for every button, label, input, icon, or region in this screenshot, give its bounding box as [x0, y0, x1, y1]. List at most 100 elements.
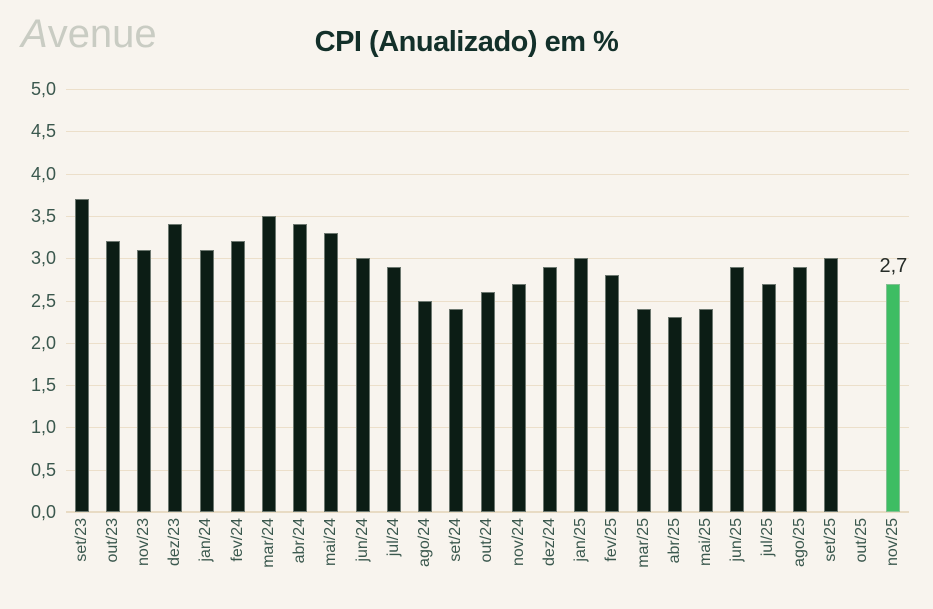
x-tick-slot: ago/24	[409, 518, 440, 604]
x-tick-slot: mar/25	[628, 518, 659, 604]
bar	[542, 266, 557, 512]
bar	[355, 258, 370, 512]
y-tick-label: 1,5	[30, 375, 56, 396]
y-axis: 0,0 0,5 1,0 1,5 2,0 2,5 3,0 3,5 4,0 4,5 5,0	[0, 80, 56, 521]
gridline	[66, 215, 909, 217]
logo-rest: venue	[47, 12, 157, 56]
x-tick-label: out/23	[103, 518, 121, 563]
x-tick-slot: dez/23	[160, 518, 191, 604]
x-tick-slot: fev/24	[222, 518, 253, 604]
x-tick-label: dez/24	[540, 518, 558, 567]
x-tick-label: mai/24	[322, 518, 340, 567]
x-tick-label: jul/24	[384, 518, 402, 557]
x-tick-label: mai/25	[697, 518, 715, 567]
x-tick-label: abr/25	[665, 518, 683, 564]
bar	[105, 241, 120, 512]
x-tick-slot: jun/25	[722, 518, 753, 604]
bar-value-label: 2,7	[879, 254, 908, 277]
x-tick-label: fev/25	[603, 518, 621, 562]
gridline	[66, 258, 909, 260]
x-tick-label: set/25	[821, 518, 839, 562]
x-tick-slot: out/23	[97, 518, 128, 604]
x-tick-slot: out/25	[847, 518, 878, 604]
x-tick-slot: jul/24	[378, 518, 409, 604]
bar-highlighted	[886, 283, 901, 512]
bar	[574, 258, 589, 512]
bar	[74, 198, 89, 512]
bar	[230, 241, 245, 512]
y-tick-label: 5,0	[30, 79, 56, 99]
gridline	[66, 173, 909, 175]
avenue-logo: Avenue	[21, 10, 157, 58]
x-tick-label: nov/25	[884, 518, 902, 567]
bar	[293, 224, 308, 512]
y-tick-label: 3,5	[30, 205, 56, 226]
y-tick-label: 2,5	[30, 290, 56, 311]
x-tick-label: fev/24	[228, 518, 246, 562]
x-axis: set/23 out/23 nov/23 dez/23 jan/24 fev/24 mar/…	[66, 518, 909, 604]
bar	[418, 300, 433, 512]
x-tick-slot: jul/25	[753, 518, 784, 604]
bar	[636, 308, 651, 512]
bar	[511, 283, 526, 512]
y-tick-label: 0,5	[30, 459, 56, 480]
chart-title: CPI (Anualizado) em %	[314, 26, 619, 58]
y-tick-label: 2,0	[30, 332, 56, 353]
x-tick-label: jun/24	[353, 518, 371, 562]
x-tick-label: jul/25	[759, 518, 777, 557]
x-tick-label: ago/24	[416, 518, 434, 567]
x-tick-label: jan/24	[197, 518, 215, 562]
bar	[605, 275, 620, 512]
x-tick-slot: dez/24	[534, 518, 565, 604]
x-tick-slot: mar/24	[253, 518, 284, 604]
x-tick-slot: jan/24	[191, 518, 222, 604]
gridline	[66, 89, 909, 90]
bar	[823, 258, 838, 512]
y-tick-label: 1,0	[30, 417, 56, 438]
x-tick-slot: abr/25	[659, 518, 690, 604]
x-tick-label: abr/24	[291, 518, 309, 564]
x-tick-label: mar/25	[634, 518, 652, 568]
bar	[792, 266, 807, 512]
y-tick-label: 4,0	[30, 163, 56, 184]
bar	[199, 249, 214, 512]
x-tick-slot: nov/23	[128, 518, 159, 604]
bar	[480, 292, 495, 512]
bar	[761, 283, 776, 512]
x-tick-slot: ago/25	[784, 518, 815, 604]
x-tick-label: set/24	[447, 518, 465, 562]
x-tick-slot: set/24	[441, 518, 472, 604]
bar	[137, 249, 152, 512]
gridline	[66, 131, 909, 133]
x-tick-label: mar/24	[259, 518, 277, 568]
x-tick-label: jun/25	[728, 518, 746, 562]
bar	[667, 317, 682, 512]
y-tick-label: 4,5	[30, 121, 56, 142]
bar	[324, 232, 339, 512]
x-tick-label: ago/25	[790, 518, 808, 567]
bar	[168, 224, 183, 512]
x-axis-line	[66, 511, 909, 513]
bar	[730, 266, 745, 512]
x-tick-label: nov/23	[135, 518, 153, 567]
bar	[261, 215, 276, 512]
logo-initial: A	[21, 12, 48, 56]
x-tick-slot: set/23	[66, 518, 97, 604]
x-tick-label: jan/25	[572, 518, 590, 562]
x-tick-label: out/24	[478, 518, 496, 563]
x-tick-label: set/23	[72, 518, 90, 562]
x-tick-label: out/25	[853, 518, 871, 563]
x-tick-slot: abr/24	[285, 518, 316, 604]
x-tick-slot: mai/25	[690, 518, 721, 604]
x-tick-slot: jun/24	[347, 518, 378, 604]
bar	[699, 308, 714, 512]
y-tick-label: 3,0	[30, 248, 56, 269]
bar	[449, 308, 464, 512]
x-tick-slot: nov/25	[878, 518, 909, 604]
x-tick-slot: nov/24	[503, 518, 534, 604]
x-tick-slot: mai/24	[316, 518, 347, 604]
x-tick-slot: fev/25	[597, 518, 628, 604]
x-tick-slot: jan/25	[566, 518, 597, 604]
x-tick-label: dez/23	[166, 518, 184, 567]
plot-area: 2,7	[66, 89, 909, 513]
